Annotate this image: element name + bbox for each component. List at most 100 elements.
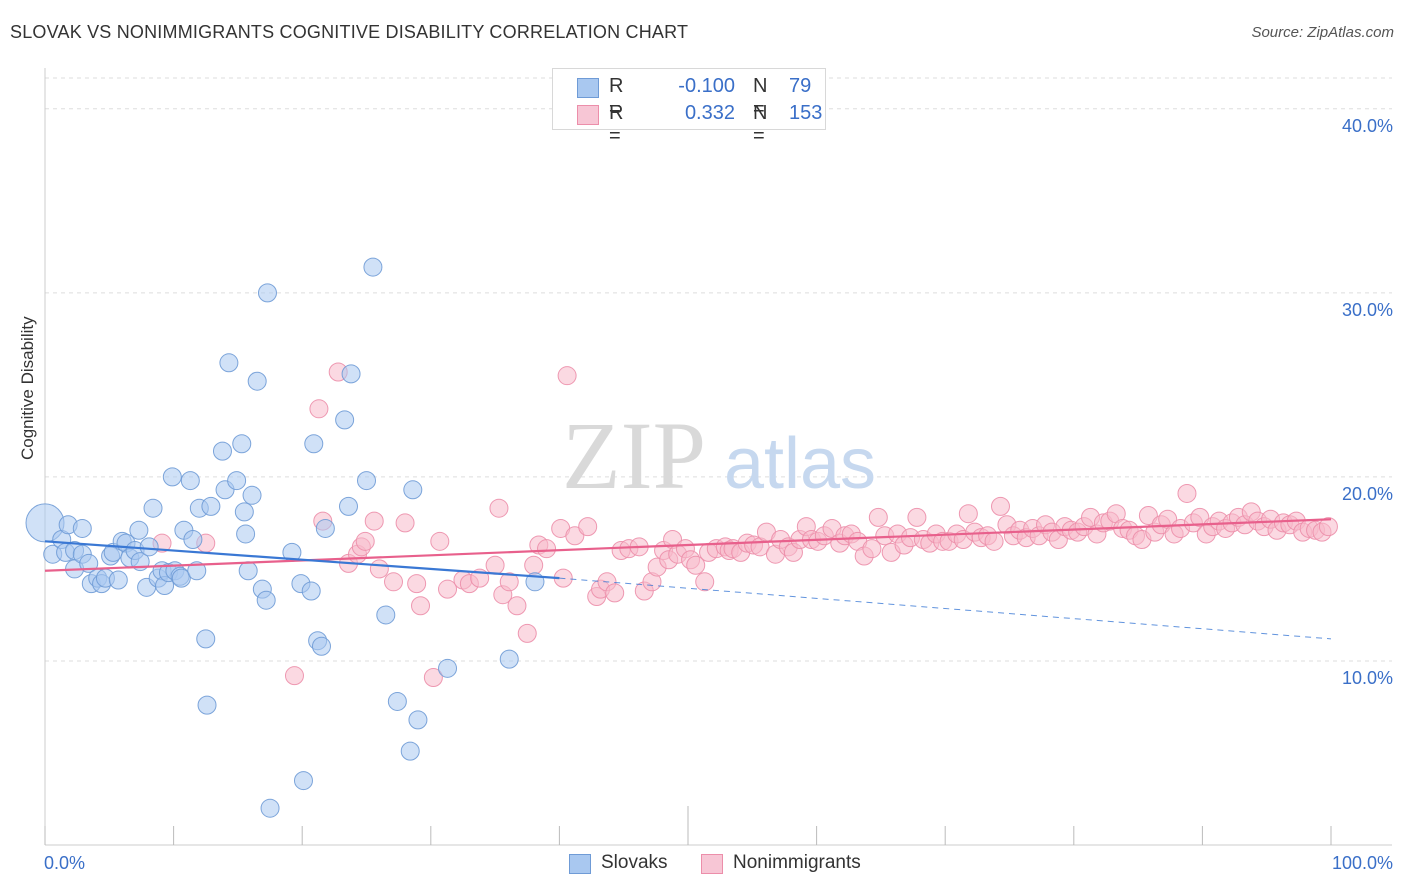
nonimmigrants-point — [384, 572, 404, 592]
slovaks-point — [234, 502, 254, 522]
nonimmigrants-point — [907, 507, 927, 527]
y-tick-label: 10.0% — [1342, 668, 1393, 688]
nonimmigrants-point — [695, 572, 715, 592]
slovaks-point — [238, 561, 258, 581]
n-value: 153 — [789, 102, 823, 124]
nonimmigrants-point — [395, 513, 415, 533]
source-label: Source: ZipAtlas.com — [1251, 24, 1394, 41]
nonimmigrants-point — [557, 366, 577, 386]
slovaks-point — [247, 371, 267, 391]
slovaks-point — [197, 695, 217, 715]
nonimmigrants-point — [309, 399, 329, 419]
nonimmigrants-point — [407, 574, 427, 594]
nonimmigrants-point — [686, 555, 706, 575]
nonimmigrants-point — [489, 498, 509, 518]
slovaks-point — [171, 568, 191, 588]
nonimmigrants-point — [430, 531, 450, 551]
r-label: R = — [609, 102, 624, 147]
nonimmigrants-point — [862, 539, 882, 559]
slovaks-point — [196, 629, 216, 649]
trend-lines — [44, 518, 1332, 640]
slovaks-point — [376, 605, 396, 625]
slovaks-point — [341, 364, 361, 384]
y-tick-label: 20.0% — [1342, 484, 1393, 504]
slovaks-point — [232, 434, 252, 454]
slovaks-point — [311, 636, 331, 656]
slovaks-point — [187, 561, 207, 581]
legend-label: Slovaks — [601, 852, 668, 873]
slovaks-point — [72, 518, 92, 538]
n-value: 79 — [789, 75, 812, 97]
slovaks-point — [363, 257, 383, 277]
nonimmigrants-point — [605, 583, 625, 603]
nonimmigrants-point — [565, 526, 585, 546]
slovaks-swatch — [569, 854, 591, 874]
nonimmigrants-point — [868, 507, 888, 527]
slovaks-point — [183, 529, 203, 549]
tick-labels: 10.0% 20.0% 30.0% 40.0% 0.0% 100.0% — [44, 116, 1393, 873]
y-axis-label: Cognitive Disability — [18, 316, 37, 460]
slovaks-point — [201, 496, 221, 516]
slovaks-point — [408, 710, 428, 730]
nonimmigrants-point — [517, 623, 537, 643]
slovaks-point — [236, 524, 256, 544]
r-label: R = — [609, 75, 624, 120]
slovaks-point — [335, 410, 355, 430]
nonimmigrants-point — [578, 517, 598, 537]
nonimmigrants-point — [524, 555, 544, 575]
n-label: N = — [753, 102, 768, 147]
nonimmigrants-point — [423, 668, 443, 688]
slovaks-point — [293, 771, 313, 791]
slovaks-point — [499, 649, 519, 669]
watermark-zip: ZIP — [562, 402, 706, 509]
slovaks-point — [338, 496, 358, 516]
nonimmigrants-point — [369, 559, 389, 579]
slovaks-point — [108, 570, 128, 590]
legend-label: Nonimmigrants — [733, 852, 861, 873]
slovaks-points — [25, 257, 545, 818]
watermark: ZIP atlas — [562, 402, 876, 509]
chart-title: SLOVAK VS NONIMMIGRANTS COGNITIVE DISABI… — [10, 22, 689, 42]
slovaks-trend-extension — [559, 577, 1332, 640]
y-tick-label: 40.0% — [1342, 116, 1393, 136]
x-tick-label: 100.0% — [1332, 853, 1393, 873]
slovaks-point — [387, 691, 407, 711]
slovaks-point — [400, 741, 420, 761]
slovaks-point — [304, 434, 324, 454]
nonimmigrants-point — [284, 666, 304, 686]
axes — [44, 68, 1392, 846]
slovaks-point — [212, 441, 232, 461]
nonimmigrants-points — [152, 362, 1338, 688]
slovaks-point — [242, 485, 262, 505]
r-value: -0.100 — [678, 75, 735, 97]
slovaks-point — [438, 658, 458, 678]
nonimmigrants-point — [438, 579, 458, 599]
watermark-atlas: atlas — [724, 424, 876, 504]
slovaks-point — [162, 467, 182, 487]
nonimmigrants-point — [1138, 506, 1158, 526]
nonimmigrants-swatch — [701, 854, 723, 874]
nonimmigrants-point — [507, 596, 527, 616]
slovaks-swatch — [577, 78, 599, 98]
slovaks-point — [403, 480, 423, 500]
slovaks-point — [301, 581, 321, 601]
slovaks-point — [180, 471, 200, 491]
slovaks-point — [129, 520, 149, 540]
nonimmigrants-point — [1177, 483, 1197, 503]
slovaks-point — [143, 498, 163, 518]
slovaks-point — [219, 353, 239, 373]
nonimmigrants-point — [537, 539, 557, 559]
nonimmigrants-point — [958, 504, 978, 524]
y-tick-label: 30.0% — [1342, 300, 1393, 320]
nonimmigrants-point — [1318, 517, 1338, 537]
slovaks-point — [315, 518, 335, 538]
nonimmigrants-point — [990, 496, 1010, 516]
nonimmigrants-point — [1190, 507, 1210, 527]
nonimmigrants-point — [499, 572, 519, 592]
nonimmigrants-point — [984, 531, 1004, 551]
nonimmigrants-trend-line — [44, 518, 1332, 572]
slovaks-trend-line — [44, 540, 560, 580]
n-label: N = — [753, 75, 768, 120]
r-value: 0.332 — [684, 102, 735, 124]
